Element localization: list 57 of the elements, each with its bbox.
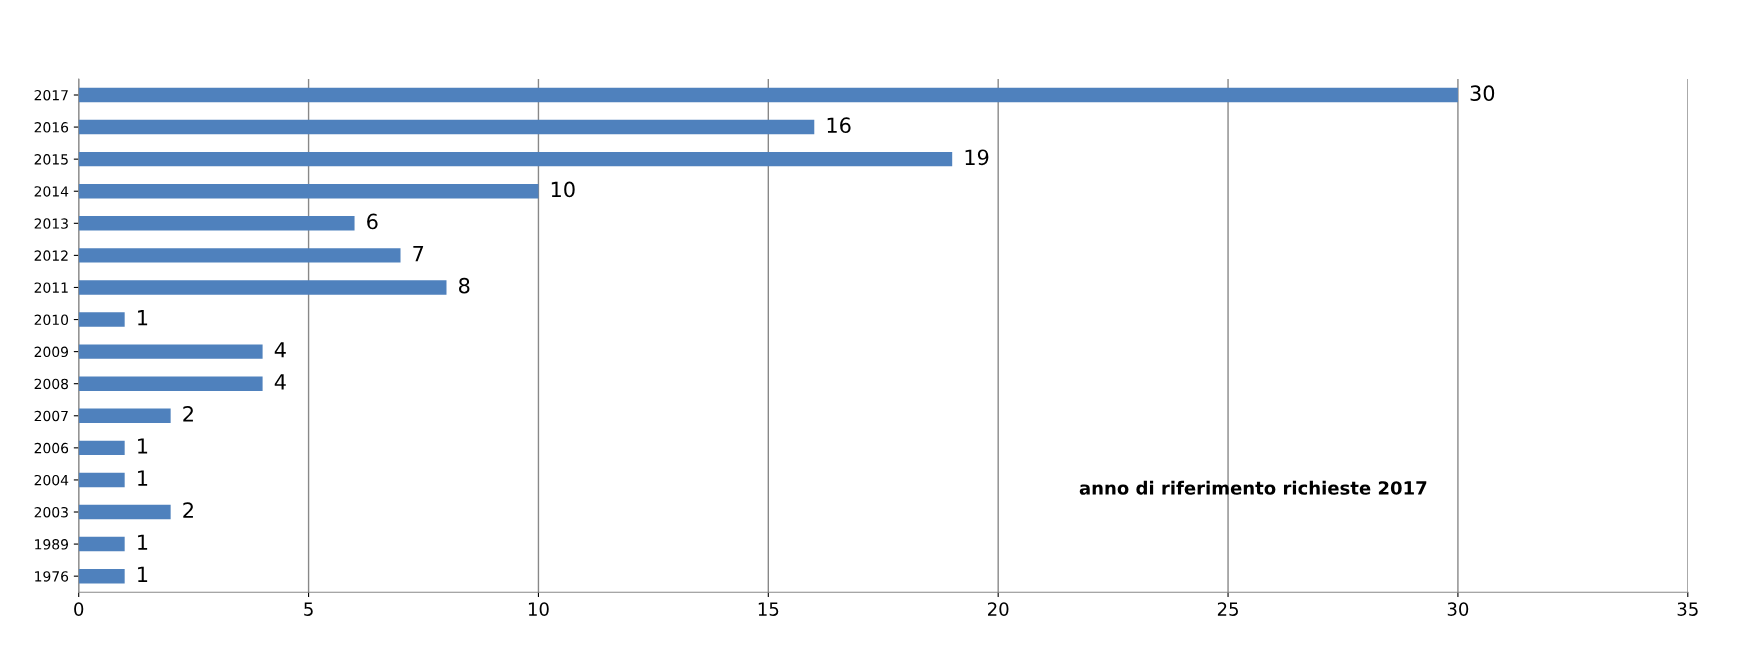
x-tick-label: 10: [528, 602, 549, 616]
data-label: 16: [827, 117, 851, 134]
y-tick-label: 2012: [34, 250, 68, 261]
data-label: 4: [274, 342, 286, 358]
bar: [78, 536, 125, 552]
bar: [78, 87, 1458, 103]
y-tick-label: 1976: [35, 571, 69, 582]
bar: [78, 568, 125, 584]
data-label: 1: [138, 566, 148, 582]
data-label: 8: [459, 277, 470, 294]
bar: [78, 280, 447, 295]
bar: [78, 344, 263, 359]
y-tick-label: 2003: [34, 506, 68, 518]
data-label: 2: [183, 502, 193, 518]
annotation: anno di riferimento richieste 2017: [1079, 480, 1427, 495]
y-tick-label: 2015: [34, 154, 68, 165]
bar: [78, 216, 355, 231]
x-tick-label: 5: [304, 602, 313, 616]
bar: [78, 248, 401, 263]
y-tick-label: 2004: [34, 474, 69, 486]
bar: [78, 151, 953, 167]
data-label: 30: [1470, 85, 1495, 102]
data-label: 1: [138, 438, 148, 454]
x-tick-label: 30: [1447, 602, 1469, 616]
y-tick-label: 2010: [34, 314, 69, 326]
x-tick-label: 35: [1677, 602, 1698, 616]
bar: [78, 440, 125, 456]
bar: [78, 472, 125, 488]
y-tick-label: 2006: [34, 442, 69, 454]
bar: [78, 312, 125, 327]
y-tick-label: 2008: [34, 378, 69, 390]
y-tick-label: 2016: [34, 122, 69, 133]
bar: [78, 119, 815, 135]
data-label: 7: [413, 245, 424, 262]
data-label: 19: [965, 149, 989, 166]
data-label: 4: [274, 374, 286, 390]
y-tick-label: 2013: [34, 218, 68, 229]
y-tick-label: 2017: [34, 89, 68, 101]
x-tick-label: 15: [758, 602, 779, 616]
data-label: 1: [138, 470, 148, 486]
x-tick-label: 20: [988, 602, 1009, 616]
x-tick-label: 0: [74, 602, 84, 616]
data-label: 1: [138, 534, 148, 550]
data-label: 6: [367, 213, 378, 230]
data-label: 1: [138, 310, 148, 326]
y-tick-label: 2011: [34, 282, 68, 293]
y-tick-label: 1989: [35, 539, 69, 550]
bar: [78, 408, 171, 423]
y-tick-label: 2007: [34, 410, 68, 422]
bar: [78, 376, 263, 391]
y-tick-label: 2014: [34, 186, 69, 197]
data-label: 10: [551, 181, 575, 198]
y-tick-label: 2009: [34, 346, 69, 358]
bar: [78, 504, 171, 520]
bar: [78, 184, 539, 199]
x-tick-label: 25: [1217, 602, 1238, 616]
data-label: 2: [183, 406, 193, 422]
